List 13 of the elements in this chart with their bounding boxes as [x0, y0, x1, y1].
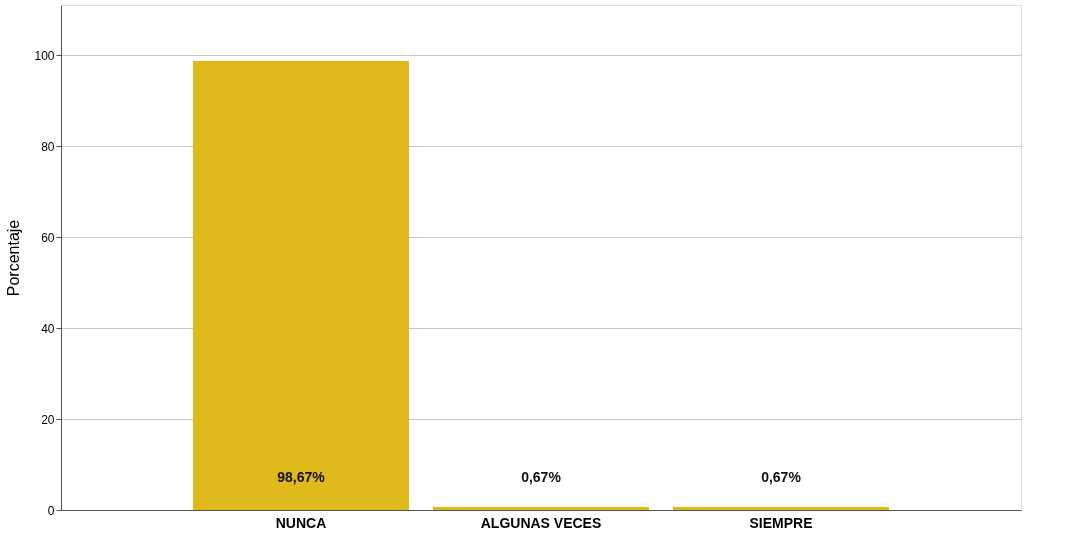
- y-tick-label: 60: [41, 230, 55, 245]
- x-tick-label: NUNCA: [275, 514, 327, 531]
- data-label: 98,67%: [277, 469, 326, 485]
- y-tick-label: 20: [41, 412, 55, 427]
- y-axis-title: Porcentaje: [5, 219, 23, 297]
- y-tick-label: 100: [34, 48, 55, 63]
- x-tick-label: SIEMPRE: [749, 514, 813, 531]
- y-tick-label: 40: [41, 321, 55, 336]
- data-label: 0,67%: [521, 469, 562, 485]
- y-tick-label: 0: [47, 503, 55, 518]
- x-tick-label: ALGUNAS VECES: [480, 514, 602, 531]
- y-tick-label: 80: [41, 139, 55, 154]
- data-label: 0,67%: [761, 469, 802, 485]
